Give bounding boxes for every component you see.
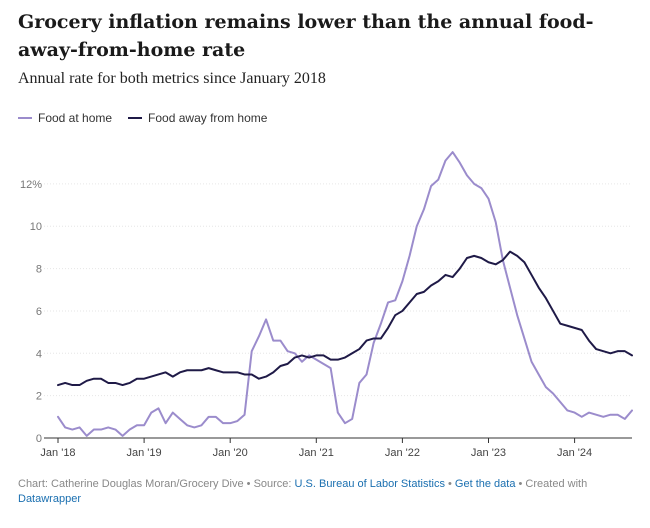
legend-swatch-food-at-home [18, 117, 32, 119]
x-tick-label: Jan '22 [385, 447, 420, 459]
footer-separator: • [243, 478, 254, 490]
datawrapper-link[interactable]: Datawrapper [18, 493, 81, 505]
chart-title: Grocery inflation remains lower than the… [18, 11, 594, 61]
line-chart: 0 2 4 6 8 10 12% Jan '18 Jan '19 Jan '20 Jan '21 Ja… [20, 151, 633, 459]
legend-item-food-away: Food away from home [128, 111, 267, 125]
footer-source-label: Source: [253, 478, 295, 490]
x-tick-label: Jan '24 [557, 447, 592, 459]
chart-subtitle: Annual rate for both metrics since Janua… [18, 70, 326, 87]
y-tick-label: 4 [36, 348, 42, 360]
series-line-food-at-home [57, 151, 633, 437]
footer-credit: Chart: Catherine Douglas Moran/Grocery D… [18, 478, 244, 490]
legend-swatch-food-away [128, 117, 143, 119]
x-tick-label: Jan '23 [471, 447, 506, 459]
footer: Chart: Catherine Douglas Moran/Grocery D… [18, 477, 618, 507]
source-link[interactable]: U.S. Bureau of Labor Statistics [294, 478, 445, 490]
footer-created: • Created with [515, 478, 588, 490]
x-tick-label: Jan '18 [40, 447, 75, 459]
legend-item-food-at-home: Food at home [18, 111, 112, 125]
y-tick-label: 6 [36, 306, 42, 318]
y-tick-label: 2 [36, 391, 42, 403]
y-tick-label: 10 [30, 221, 42, 233]
y-tick-label: 12% [20, 179, 42, 191]
x-tick-label: Jan '20 [213, 447, 248, 459]
legend-label-food-away: Food away from home [148, 111, 268, 125]
series-line-food-away [57, 250, 633, 387]
legend: Food at home Food away from home [18, 111, 267, 125]
y-tick-label: 0 [36, 433, 42, 445]
x-tick-label: Jan '19 [127, 447, 162, 459]
x-tick-label: Jan '21 [299, 447, 334, 459]
get-data-link[interactable]: Get the data [454, 478, 516, 490]
footer-separator: • [444, 478, 455, 490]
legend-label-food-at-home: Food at home [38, 111, 113, 125]
y-tick-label: 8 [36, 264, 42, 276]
